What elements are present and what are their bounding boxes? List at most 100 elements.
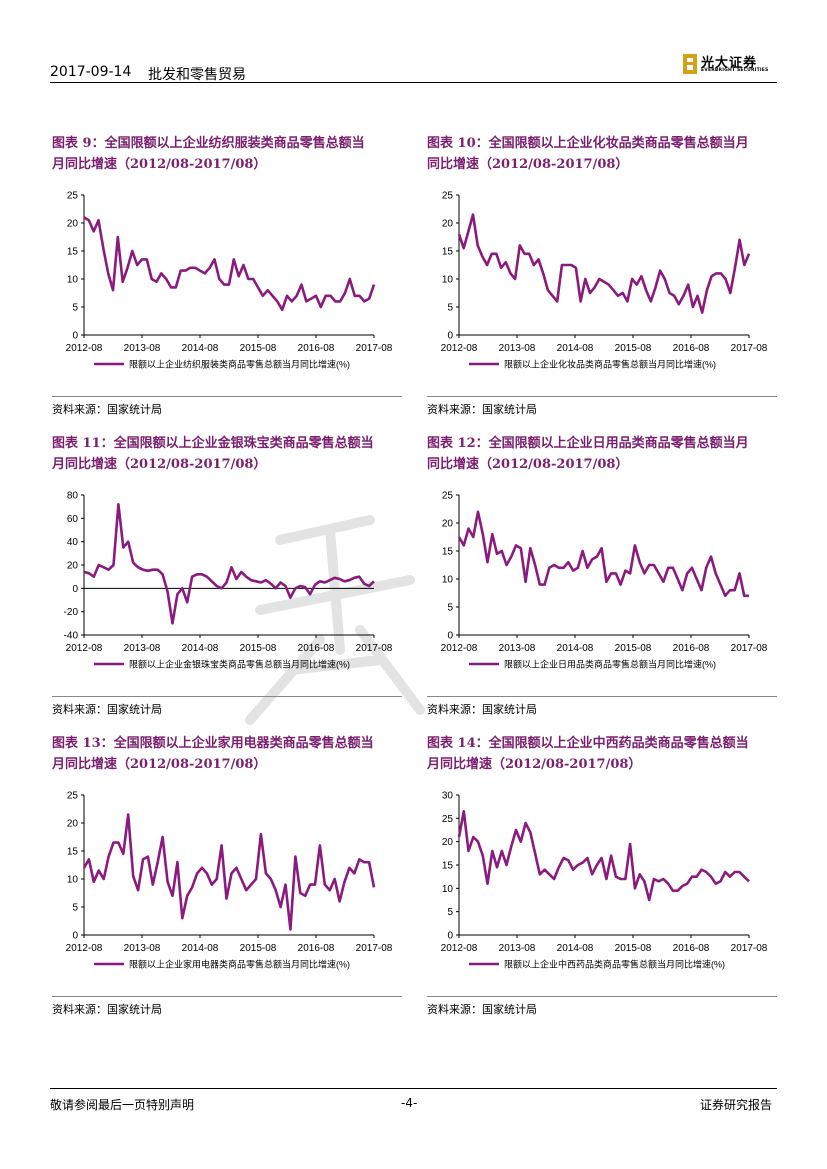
chart-title: 图表 14：全国限额以上企业中西药品类商品零售总额当 月同比增速（2012/08… [427, 733, 777, 775]
chart-title: 图表 10：全国限额以上企业化妆品类商品零售总额当月 同比增速（2012/08-… [427, 133, 777, 175]
line-chart: 0 5 10 15 20 25 2012-08 2013-08 2014-08 2015-08 20… [66, 191, 393, 370]
y-tick-label: 0 [72, 331, 78, 342]
x-tick-label: 2015-08 [615, 343, 652, 354]
y-tick-label: 0 [447, 631, 453, 642]
chart-title-line1: 图表 12：全国限额以上企业日用品类商品零售总额当月 [427, 436, 749, 451]
chart-title-line1: 图表 13：全国限额以上企业家用电器类商品零售总额当 [52, 736, 374, 751]
y-tick-label: 10 [67, 275, 79, 286]
header-title: 批发和零售贸易 [148, 67, 246, 83]
y-tick-label: 25 [442, 814, 454, 825]
source-note: 资料来源：国家统计局 [427, 703, 537, 716]
page-number: -4- [401, 1096, 418, 1110]
x-tick-label: 2016-08 [298, 643, 335, 654]
x-tick-label: 2013-08 [499, 643, 536, 654]
x-tick-label: 2017-08 [356, 643, 393, 654]
y-tick-label: -20 [64, 607, 79, 618]
series-line [457, 809, 750, 902]
x-tick-label: 2017-08 [356, 343, 393, 354]
chart-title-line2: 月同比增速（2012/08-2017/08） [52, 457, 267, 472]
x-tick-label: 2015-08 [240, 343, 277, 354]
x-tick-label: 2013-08 [124, 643, 161, 654]
legend-label: 限额以上企业化妆品类商品零售总额当月同比增速(%) [504, 359, 716, 370]
source-note: 资料来源：国家统计局 [52, 403, 162, 416]
x-tick-label: 2014-08 [182, 943, 219, 954]
chart-title: 图表 13：全国限额以上企业家用电器类商品零售总额当 月同比增速（2012/08… [52, 733, 402, 775]
chart-title-line1: 图表 14：全国限额以上企业中西药品类商品零售总额当 [427, 736, 749, 751]
y-tick-label: -40 [64, 631, 79, 642]
legend-label: 限额以上企业中西药品类商品零售总额当月同比增速(%) [504, 959, 725, 970]
x-tick-label: 2013-08 [124, 343, 161, 354]
x-tick-label: 2013-08 [499, 943, 536, 954]
y-tick-label: 5 [72, 903, 78, 914]
x-tick-label: 2017-08 [731, 343, 768, 354]
source-rule [52, 996, 402, 997]
series-line [457, 510, 749, 598]
x-tick-label: 2014-08 [182, 643, 219, 654]
y-tick-label: 5 [447, 907, 453, 918]
watermark [245, 515, 425, 725]
y-tick-label: 5 [447, 603, 453, 614]
y-tick-label: 25 [442, 491, 454, 502]
y-tick-label: 60 [67, 514, 79, 525]
x-tick-label: 2013-08 [124, 943, 161, 954]
x-tick-label: 2017-08 [356, 943, 393, 954]
legend-label: 限额以上企业纺织服装类商品零售总额当月同比增速(%) [129, 359, 350, 370]
y-tick-label: 15 [442, 247, 454, 258]
y-tick-label: 25 [67, 791, 79, 802]
x-tick-label: 2015-08 [240, 643, 277, 654]
y-tick-label: 20 [67, 219, 79, 230]
chart-title: 图表 11：全国限额以上企业金银珠宝类商品零售总额当 月同比增速（2012/08… [52, 433, 402, 475]
y-tick-label: 5 [447, 303, 453, 314]
x-tick-label: 2012-08 [66, 643, 103, 654]
x-tick-label: 2017-08 [731, 643, 768, 654]
x-tick-label: 2015-08 [615, 643, 652, 654]
footer-disclaimer: 敬请参阅最后一页特别声明 [50, 1098, 195, 1112]
x-tick-label: 2012-08 [441, 643, 478, 654]
y-tick-label: 15 [67, 247, 79, 258]
x-tick-label: 2015-08 [615, 943, 652, 954]
y-tick-label: 20 [442, 219, 454, 230]
x-tick-label: 2014-08 [557, 343, 594, 354]
footer-rule [50, 1088, 777, 1089]
source-rule [52, 396, 402, 397]
y-tick-label: 5 [72, 303, 78, 314]
y-tick-label: 80 [67, 491, 79, 502]
line-chart: -40 -20 0 20 40 60 80 2012-08 2013-08 2014-08 2015… [64, 491, 393, 670]
x-tick-label: 2013-08 [499, 343, 536, 354]
legend-label: 限额以上企业日用品类商品零售总额当月同比增速(%) [504, 659, 716, 670]
y-tick-label: 10 [442, 884, 454, 895]
header-rule [50, 82, 777, 83]
legend-label: 限额以上企业家用电器类商品零售总额当月同比增速(%) [129, 959, 350, 970]
chart-title: 图表 9：全国限额以上企业纺织服装类商品零售总额当 月同比增速（2012/08-… [52, 133, 402, 175]
y-tick-label: 10 [67, 875, 79, 886]
y-tick-label: 10 [442, 575, 454, 586]
x-tick-label: 2012-08 [66, 943, 103, 954]
x-tick-label: 2012-08 [66, 343, 103, 354]
y-tick-label: 25 [67, 191, 79, 202]
chart-title-line2: 同比增速（2012/08-2017/08） [427, 157, 629, 172]
y-tick-label: 15 [442, 861, 454, 872]
x-tick-label: 2015-08 [240, 943, 277, 954]
line-chart: 0 5 10 15 20 25 2012-08 2013-08 2014-08 2015-08 20… [441, 491, 768, 670]
series-line [83, 502, 375, 625]
x-tick-label: 2014-08 [182, 343, 219, 354]
chart-title-line1: 图表 11：全国限额以上企业金银珠宝类商品零售总额当 [52, 436, 374, 451]
y-tick-label: 20 [67, 819, 79, 830]
y-tick-label: 30 [442, 791, 454, 802]
series-line [82, 813, 376, 931]
y-tick-label: 0 [447, 331, 453, 342]
logo-name-cn: 光大证券 [701, 56, 758, 71]
source-note: 资料来源：国家统计局 [52, 703, 162, 716]
x-tick-label: 2016-08 [673, 343, 710, 354]
series-line [83, 216, 376, 312]
chart-title-line2: 同比增速（2012/08-2017/08） [427, 457, 629, 472]
y-tick-label: 15 [442, 547, 454, 558]
x-tick-label: 2016-08 [298, 943, 335, 954]
chart-title-line1: 图表 9：全国限额以上企业纺织服装类商品零售总额当 [52, 136, 365, 151]
x-tick-label: 2016-08 [673, 643, 710, 654]
company-logo: 光大证券 EVERBRIGHT SECURITIES [683, 52, 783, 78]
y-tick-label: 0 [447, 931, 453, 942]
y-tick-label: 20 [442, 519, 454, 530]
line-chart: 0 5 10 15 20 25 2012-08 2013-08 2014-08 2015-08 20… [441, 191, 768, 370]
y-tick-label: 10 [442, 275, 454, 286]
